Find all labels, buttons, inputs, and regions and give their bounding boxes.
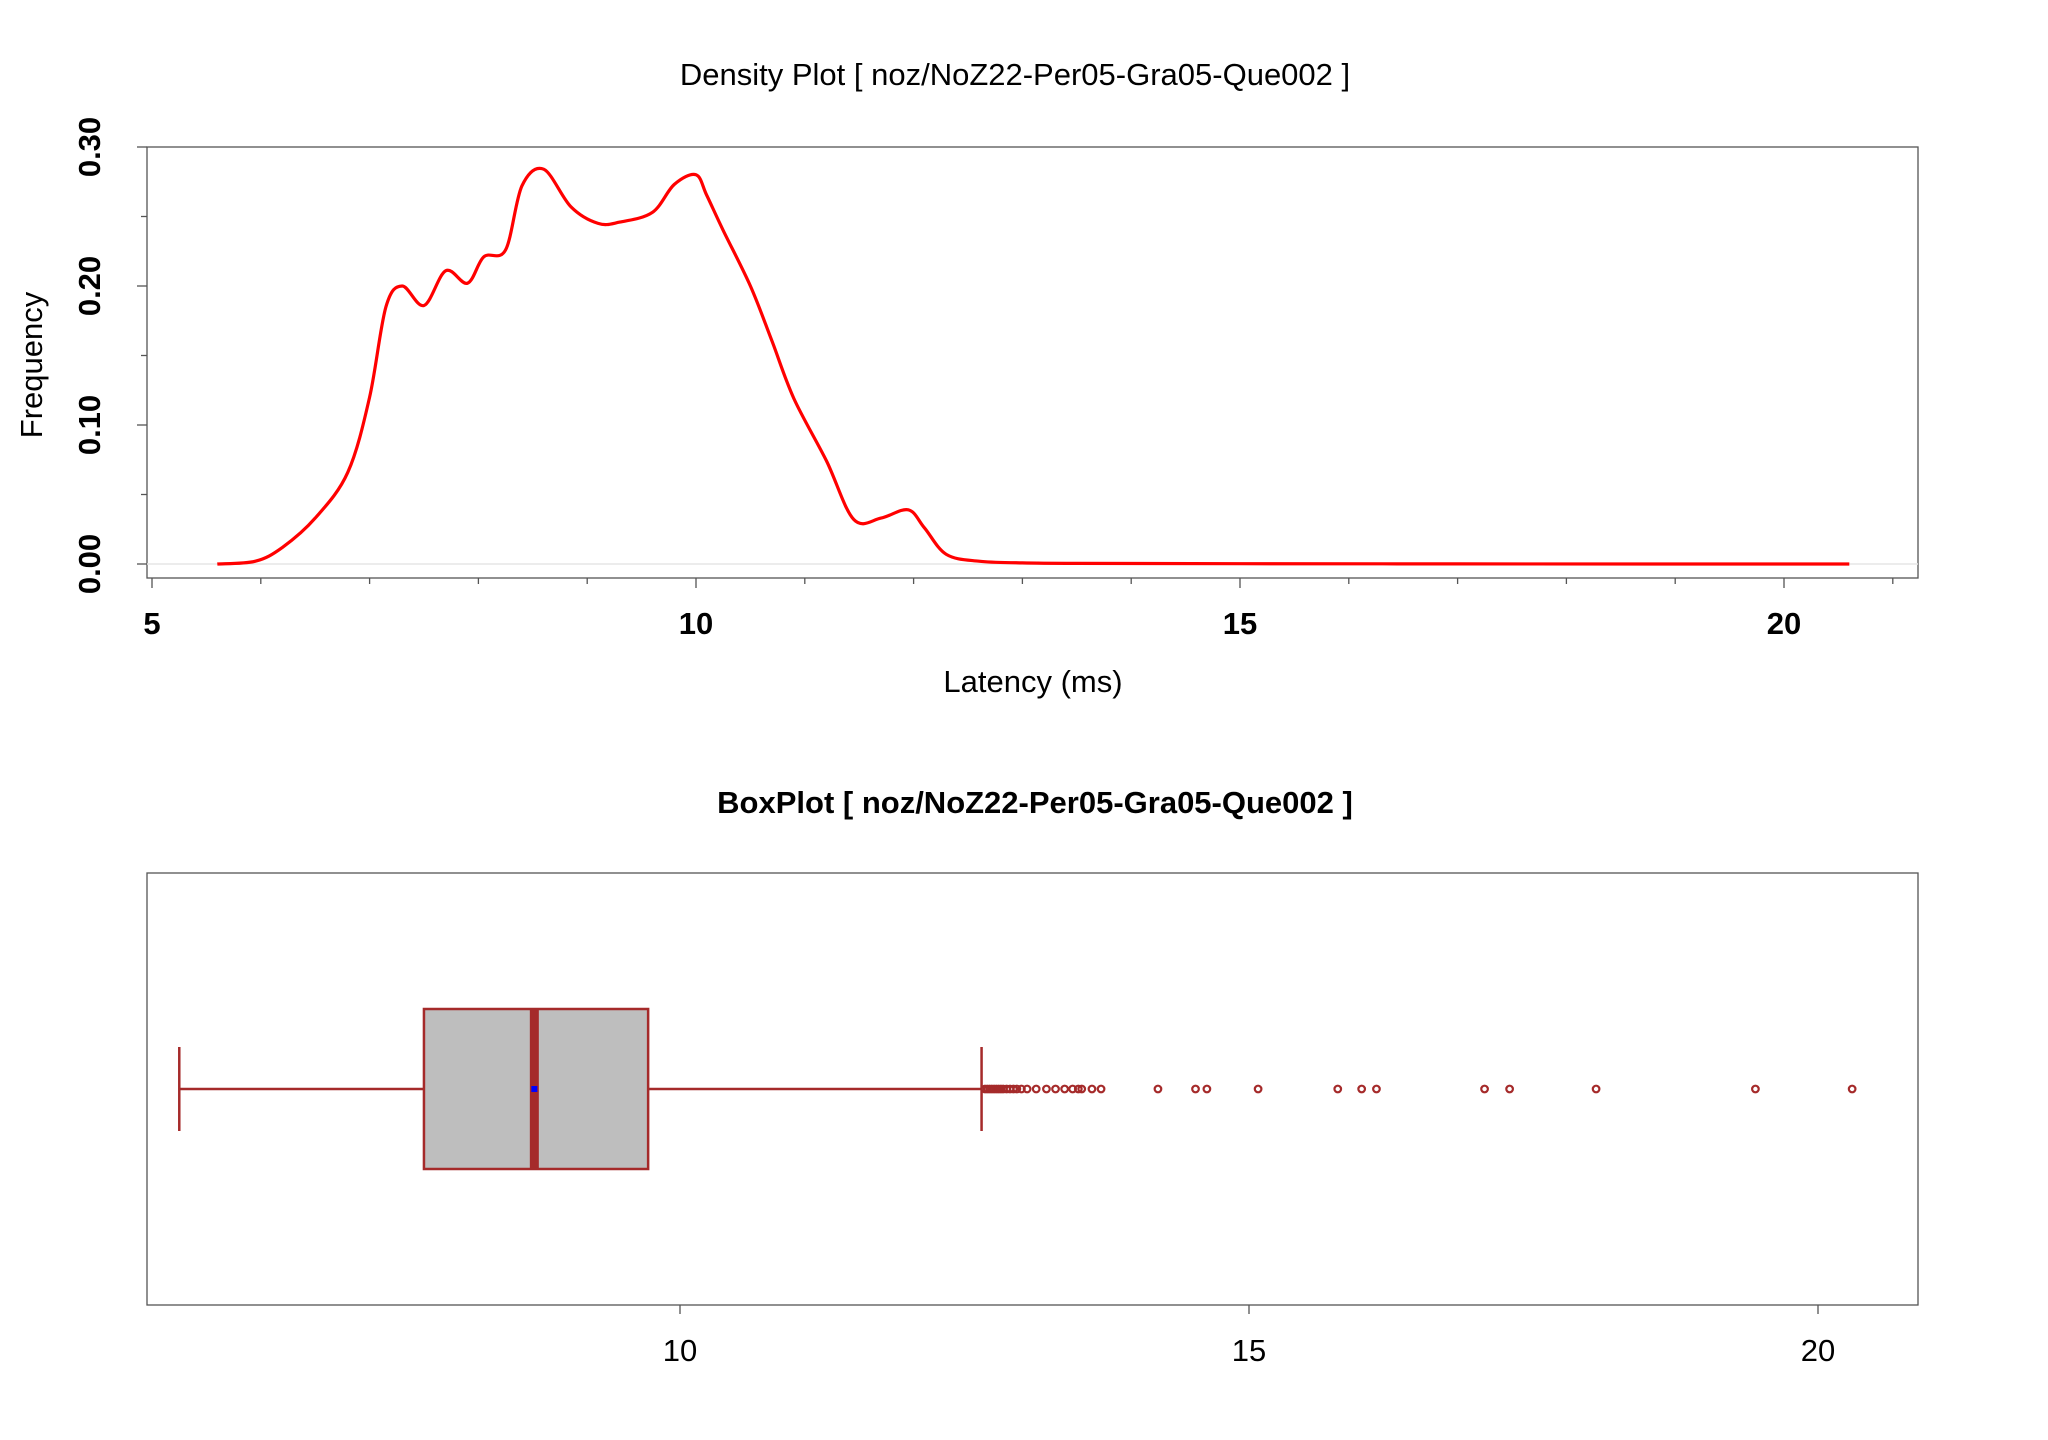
- density-plot: Density Plot [ noz/NoZ22-Per05-Gra05-Que…: [14, 57, 1919, 699]
- box-x-tick-label: 15: [1232, 1333, 1266, 1368]
- boxplot-outlier-point: [1847, 1084, 1857, 1094]
- boxplot-outlier-point: [1087, 1084, 1097, 1094]
- boxplot-outlier-point: [1077, 1084, 1087, 1094]
- boxplot-outlier-point: [1012, 1084, 1022, 1094]
- density-curve: [217, 166, 1850, 566]
- boxplot-outlier-point: [1042, 1084, 1051, 1094]
- boxplot-outlier-point: [1022, 1084, 1032, 1094]
- density-x-tick-label: 5: [143, 606, 160, 641]
- density-x-tick-label: 20: [1767, 606, 1801, 641]
- box-plot: BoxPlot [ noz/NoZ22-Per05-Gra05-Que002 ]…: [146, 785, 1919, 1368]
- boxplot-outlier-point: [1591, 1084, 1601, 1094]
- boxplot-box-group: [178, 1007, 983, 1171]
- boxplot-outlier-point: [1051, 1084, 1060, 1094]
- boxplot-outlier-point: [1480, 1084, 1489, 1094]
- boxplot-mean-marker: [531, 1086, 538, 1092]
- density-x-tick-label: 10: [679, 606, 713, 641]
- boxplot-outlier-point: [1333, 1084, 1343, 1094]
- boxplot-outlier-point: [1191, 1084, 1200, 1094]
- boxplot-outlier-point: [1751, 1084, 1760, 1094]
- boxplot-outlier-point: [1073, 1084, 1083, 1094]
- boxplot-outlier-point: [1357, 1084, 1367, 1094]
- density-y-tick-label: 0.30: [72, 117, 107, 177]
- boxplot-outliers: [980, 1084, 1857, 1094]
- boxplot-outlier-point: [1153, 1084, 1163, 1094]
- density-title: Density Plot [ noz/NoZ22-Per05-Gra05-Que…: [680, 57, 1350, 92]
- boxplot-outlier-point: [1096, 1084, 1106, 1094]
- boxplot-outlier-point: [1253, 1084, 1263, 1094]
- density-x-axis: [151, 578, 1894, 588]
- boxplot-outlier-point: [1505, 1084, 1515, 1094]
- density-y-axis: [137, 146, 147, 565]
- density-y-axis-label: Frequency: [14, 291, 49, 438]
- density-y-tick-label: 0.20: [72, 256, 107, 316]
- boxplot-outlier-point: [1202, 1084, 1212, 1094]
- density-plot-frame: [146, 146, 1919, 579]
- box-plot-frame: [146, 872, 1919, 1306]
- boxplot-outlier-point: [1031, 1084, 1041, 1094]
- box-x-axis: [679, 1305, 1819, 1314]
- density-y-tick-label: 0.10: [72, 395, 107, 455]
- box-x-tick-label: 20: [1801, 1333, 1835, 1368]
- boxplot-outlier-point: [1060, 1084, 1070, 1094]
- box-title: BoxPlot [ noz/NoZ22-Per05-Gra05-Que002 ]: [717, 785, 1353, 820]
- boxplot-outlier-point: [1372, 1084, 1381, 1094]
- box-x-tick-label: 10: [663, 1333, 697, 1368]
- density-y-tick-label: 0.00: [72, 534, 107, 594]
- boxplot-outlier-point: [1009, 1084, 1018, 1094]
- density-x-axis-label: Latency (ms): [943, 664, 1122, 699]
- density-x-tick-label: 15: [1223, 606, 1257, 641]
